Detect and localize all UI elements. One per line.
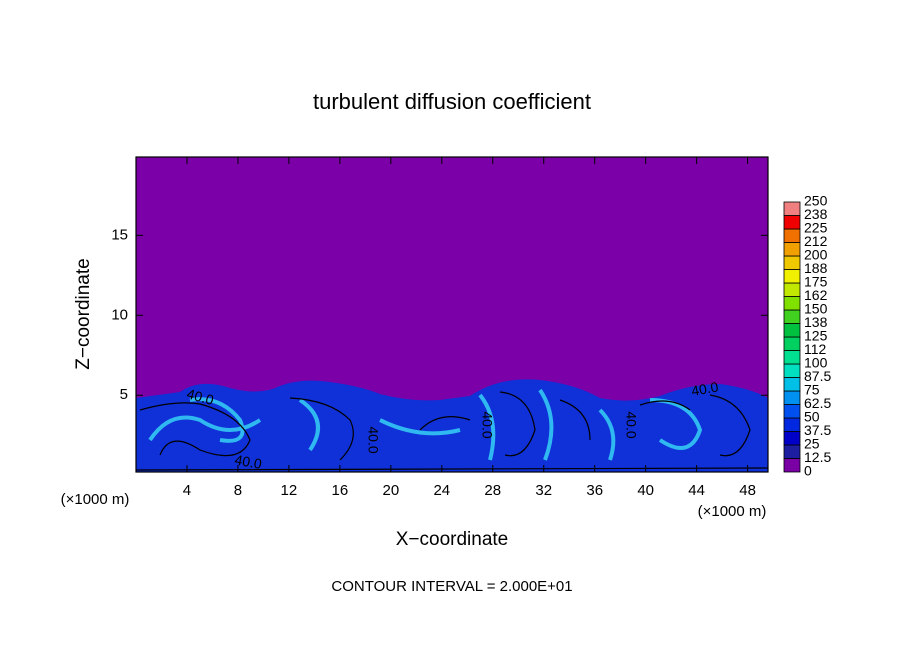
colorbar-segment bbox=[783, 282, 801, 297]
colorbar-label: 138 bbox=[804, 314, 828, 330]
colorbar-label: 200 bbox=[804, 247, 828, 263]
x-axis-label: X−coordinate bbox=[396, 529, 509, 550]
colorbar-label: 12.5 bbox=[804, 449, 831, 465]
chart-title: turbulent diffusion coefficient bbox=[313, 89, 591, 114]
plot-frame bbox=[135, 156, 769, 473]
colorbar-label: 50 bbox=[804, 409, 820, 425]
colorbar-segment bbox=[783, 444, 801, 459]
x-tick-label: 12 bbox=[281, 482, 298, 499]
x-tick-label: 36 bbox=[586, 482, 603, 499]
colorbar-label: 225 bbox=[804, 220, 828, 236]
colorbar-label: 150 bbox=[804, 301, 828, 317]
colorbar-segment bbox=[783, 201, 801, 216]
colorbar-label: 87.5 bbox=[804, 368, 831, 384]
x-tick-label: 24 bbox=[433, 482, 450, 499]
colorbar-segment bbox=[783, 404, 801, 419]
colorbar-segment bbox=[783, 309, 801, 324]
x-tick-label: 32 bbox=[535, 482, 552, 499]
contour-label: 40.0 bbox=[690, 378, 720, 399]
y-tick-label: 10 bbox=[111, 306, 128, 323]
y-tick-label: 5 bbox=[120, 386, 128, 403]
turbulent-layer bbox=[136, 379, 768, 472]
colorbar-label: 238 bbox=[804, 206, 828, 222]
x-tick-label: 4 bbox=[183, 482, 191, 499]
colorbar-segment bbox=[783, 377, 801, 392]
x-tick-label: 48 bbox=[739, 482, 756, 499]
colorbar-segment bbox=[783, 390, 801, 405]
contour-line bbox=[135, 391, 769, 471]
contour-label: 40.0 bbox=[479, 411, 495, 438]
contour-label: 40.0 bbox=[365, 426, 381, 453]
contour-label: 40.0 bbox=[233, 451, 263, 472]
colorbar-segment bbox=[783, 296, 801, 311]
y-axis-label: Z−coordinate bbox=[73, 258, 94, 369]
colorbar-segment bbox=[783, 350, 801, 365]
x-tick-label: 8 bbox=[234, 482, 242, 499]
colorbar-label: 37.5 bbox=[804, 422, 831, 438]
colorbar-segment bbox=[783, 215, 801, 230]
colorbar-label: 112 bbox=[804, 341, 827, 357]
contour-label: 40.0 bbox=[185, 385, 216, 408]
field bbox=[135, 156, 769, 473]
colorbar-label: 25 bbox=[804, 436, 820, 452]
colorbar-label: 100 bbox=[804, 355, 828, 371]
x-tick-label: 16 bbox=[332, 482, 349, 499]
colorbar-segment bbox=[783, 323, 801, 338]
x-unit: (×1000 m) bbox=[61, 491, 130, 508]
high-diffusion-region bbox=[148, 388, 703, 461]
x-tick-label: 28 bbox=[484, 482, 501, 499]
colorbar-label: 162 bbox=[804, 287, 828, 303]
colorbar-label: 62.5 bbox=[804, 395, 831, 411]
colorbar-label: 212 bbox=[804, 233, 828, 249]
colorbar-segment bbox=[783, 431, 801, 446]
colorbar-segment bbox=[783, 242, 801, 257]
colorbar-segment bbox=[783, 269, 801, 284]
x-tick-label: 20 bbox=[382, 482, 399, 499]
footnote: CONTOUR INTERVAL = 2.000E+01 bbox=[331, 578, 572, 595]
colorbar-label: 188 bbox=[804, 260, 828, 276]
colorbar-segment bbox=[783, 417, 801, 432]
x-tick-label: 44 bbox=[688, 482, 705, 499]
colorbar-label: 250 bbox=[804, 193, 828, 209]
y-tick-label: 15 bbox=[111, 226, 128, 243]
colorbar-segment bbox=[783, 363, 801, 378]
x-unit: (×1000 m) bbox=[698, 503, 767, 520]
contour-label: 40.0 bbox=[623, 411, 639, 438]
colorbar-segment bbox=[783, 228, 801, 243]
colorbar-segment bbox=[783, 336, 801, 351]
colorbar-label: 175 bbox=[804, 274, 828, 290]
colorbar-segment bbox=[783, 458, 801, 473]
colorbar-label: 75 bbox=[804, 382, 820, 398]
colorbar-label: 0 bbox=[804, 463, 812, 479]
colorbar-label: 125 bbox=[804, 328, 828, 344]
colorbar-segment bbox=[783, 255, 801, 270]
x-tick-label: 40 bbox=[637, 482, 654, 499]
